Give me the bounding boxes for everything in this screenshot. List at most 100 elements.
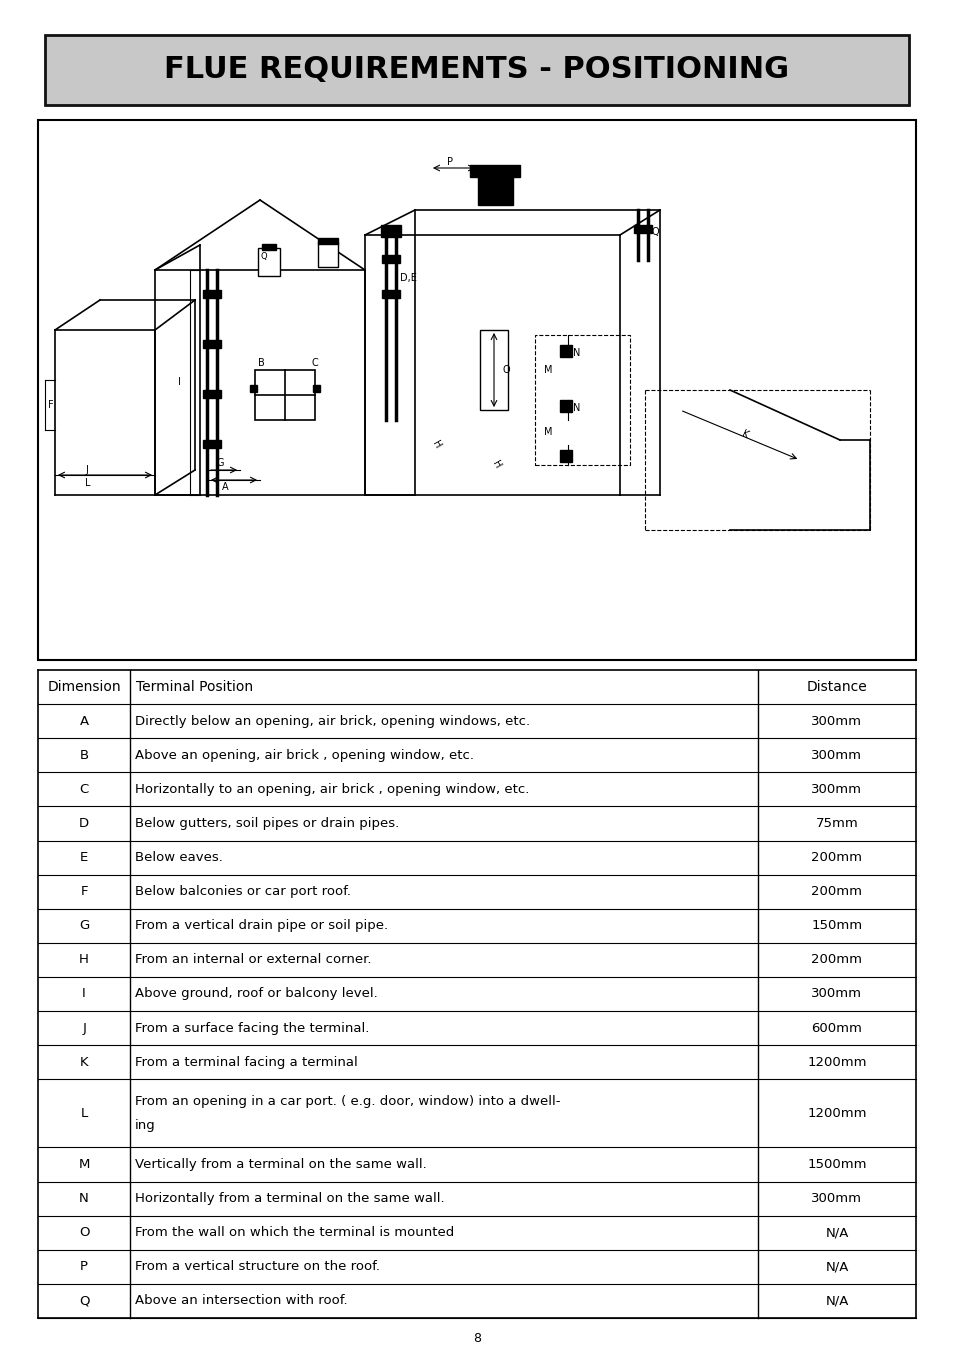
Text: Q: Q <box>651 227 659 236</box>
Text: H: H <box>79 954 89 966</box>
Bar <box>203 390 221 399</box>
Bar <box>203 440 221 449</box>
Bar <box>381 290 399 299</box>
Text: 200mm: 200mm <box>811 954 862 966</box>
Text: M: M <box>543 427 552 436</box>
Text: 600mm: 600mm <box>811 1021 862 1035</box>
Text: From an internal or external corner.: From an internal or external corner. <box>135 954 372 966</box>
Text: From a vertical structure on the roof.: From a vertical structure on the roof. <box>135 1260 380 1274</box>
Text: K: K <box>80 1055 89 1069</box>
Text: C: C <box>79 782 89 796</box>
Text: Distance: Distance <box>805 680 866 694</box>
Text: Directly below an opening, air brick, opening windows, etc.: Directly below an opening, air brick, op… <box>135 715 530 728</box>
Text: H: H <box>490 459 502 470</box>
Bar <box>477 176 513 205</box>
Text: 8: 8 <box>473 1332 480 1344</box>
Text: 300mm: 300mm <box>811 1192 862 1205</box>
Text: M: M <box>543 365 552 376</box>
Bar <box>317 242 337 267</box>
Text: N/A: N/A <box>824 1294 848 1308</box>
Text: 1200mm: 1200mm <box>806 1106 866 1120</box>
Text: P: P <box>447 157 453 168</box>
Text: Horizontally from a terminal on the same wall.: Horizontally from a terminal on the same… <box>135 1192 444 1205</box>
Text: N: N <box>79 1192 89 1205</box>
Text: I: I <box>82 988 86 1001</box>
Bar <box>535 335 629 465</box>
Text: E: E <box>80 851 88 865</box>
Text: G: G <box>216 458 224 467</box>
Text: N: N <box>573 349 579 358</box>
Bar <box>381 255 399 263</box>
Text: K: K <box>740 430 749 440</box>
Text: L: L <box>85 478 91 488</box>
Text: B: B <box>257 358 265 367</box>
Text: C: C <box>312 358 318 367</box>
Text: From a vertical drain pipe or soil pipe.: From a vertical drain pipe or soil pipe. <box>135 919 388 932</box>
Bar <box>250 385 256 392</box>
Text: From an opening in a car port. ( e.g. door, window) into a dwell-: From an opening in a car port. ( e.g. do… <box>135 1094 560 1108</box>
Text: Below gutters, soil pipes or drain pipes.: Below gutters, soil pipes or drain pipes… <box>135 817 399 830</box>
Bar <box>479 330 507 409</box>
Text: 1200mm: 1200mm <box>806 1055 866 1069</box>
Text: N/A: N/A <box>824 1260 848 1274</box>
Bar <box>262 245 275 250</box>
Text: 200mm: 200mm <box>811 851 862 865</box>
Text: Above an intersection with roof.: Above an intersection with roof. <box>135 1294 348 1308</box>
Bar <box>257 249 280 276</box>
Text: M: M <box>78 1158 90 1171</box>
Text: Terminal Position: Terminal Position <box>136 680 253 694</box>
Text: Q: Q <box>79 1294 90 1308</box>
Text: 300mm: 300mm <box>811 748 862 762</box>
Bar <box>380 226 400 236</box>
Text: Below balconies or car port roof.: Below balconies or car port roof. <box>135 885 351 898</box>
Text: 300mm: 300mm <box>811 715 862 728</box>
Text: I: I <box>178 377 181 386</box>
Text: 75mm: 75mm <box>815 817 858 830</box>
Bar <box>559 400 572 412</box>
Text: Horizontally to an opening, air brick , opening window, etc.: Horizontally to an opening, air brick , … <box>135 782 529 796</box>
Bar <box>470 165 519 177</box>
Bar <box>45 35 908 105</box>
Text: From a surface facing the terminal.: From a surface facing the terminal. <box>135 1021 369 1035</box>
Text: Above ground, roof or balcony level.: Above ground, roof or balcony level. <box>135 988 377 1001</box>
Text: From a terminal facing a terminal: From a terminal facing a terminal <box>135 1055 357 1069</box>
Bar <box>203 340 221 349</box>
Text: Above an opening, air brick , opening window, etc.: Above an opening, air brick , opening wi… <box>135 748 474 762</box>
Text: Below eaves.: Below eaves. <box>135 851 223 865</box>
Text: B: B <box>79 748 89 762</box>
Text: D,E: D,E <box>399 273 416 282</box>
Bar <box>317 238 337 245</box>
Text: F: F <box>48 400 53 409</box>
Text: Q: Q <box>261 251 268 261</box>
Text: L: L <box>80 1106 88 1120</box>
Text: N: N <box>573 403 579 413</box>
Text: 1500mm: 1500mm <box>806 1158 866 1171</box>
Text: ing: ing <box>135 1119 155 1132</box>
Text: Vertically from a terminal on the same wall.: Vertically from a terminal on the same w… <box>135 1158 427 1171</box>
Text: O: O <box>79 1227 90 1239</box>
Text: 300mm: 300mm <box>811 988 862 1001</box>
Text: J: J <box>85 465 88 476</box>
Bar <box>38 120 915 661</box>
Text: From the wall on which the terminal is mounted: From the wall on which the terminal is m… <box>135 1227 454 1239</box>
Text: 300mm: 300mm <box>811 782 862 796</box>
Text: N/A: N/A <box>824 1227 848 1239</box>
Bar <box>559 450 572 462</box>
Bar <box>254 370 314 420</box>
Text: P: P <box>80 1260 88 1274</box>
Text: A: A <box>79 715 89 728</box>
Text: F: F <box>80 885 88 898</box>
Text: D: D <box>79 817 89 830</box>
Text: 150mm: 150mm <box>811 919 862 932</box>
Bar <box>203 290 221 299</box>
Text: O: O <box>502 365 510 376</box>
Bar <box>313 385 319 392</box>
Text: 200mm: 200mm <box>811 885 862 898</box>
Text: J: J <box>82 1021 86 1035</box>
Bar <box>559 345 572 357</box>
Text: G: G <box>79 919 90 932</box>
Bar <box>634 226 651 232</box>
Text: FLUE REQUIREMENTS - POSITIONING: FLUE REQUIREMENTS - POSITIONING <box>164 55 789 85</box>
Text: A: A <box>221 482 228 492</box>
Text: Dimension: Dimension <box>48 680 121 694</box>
